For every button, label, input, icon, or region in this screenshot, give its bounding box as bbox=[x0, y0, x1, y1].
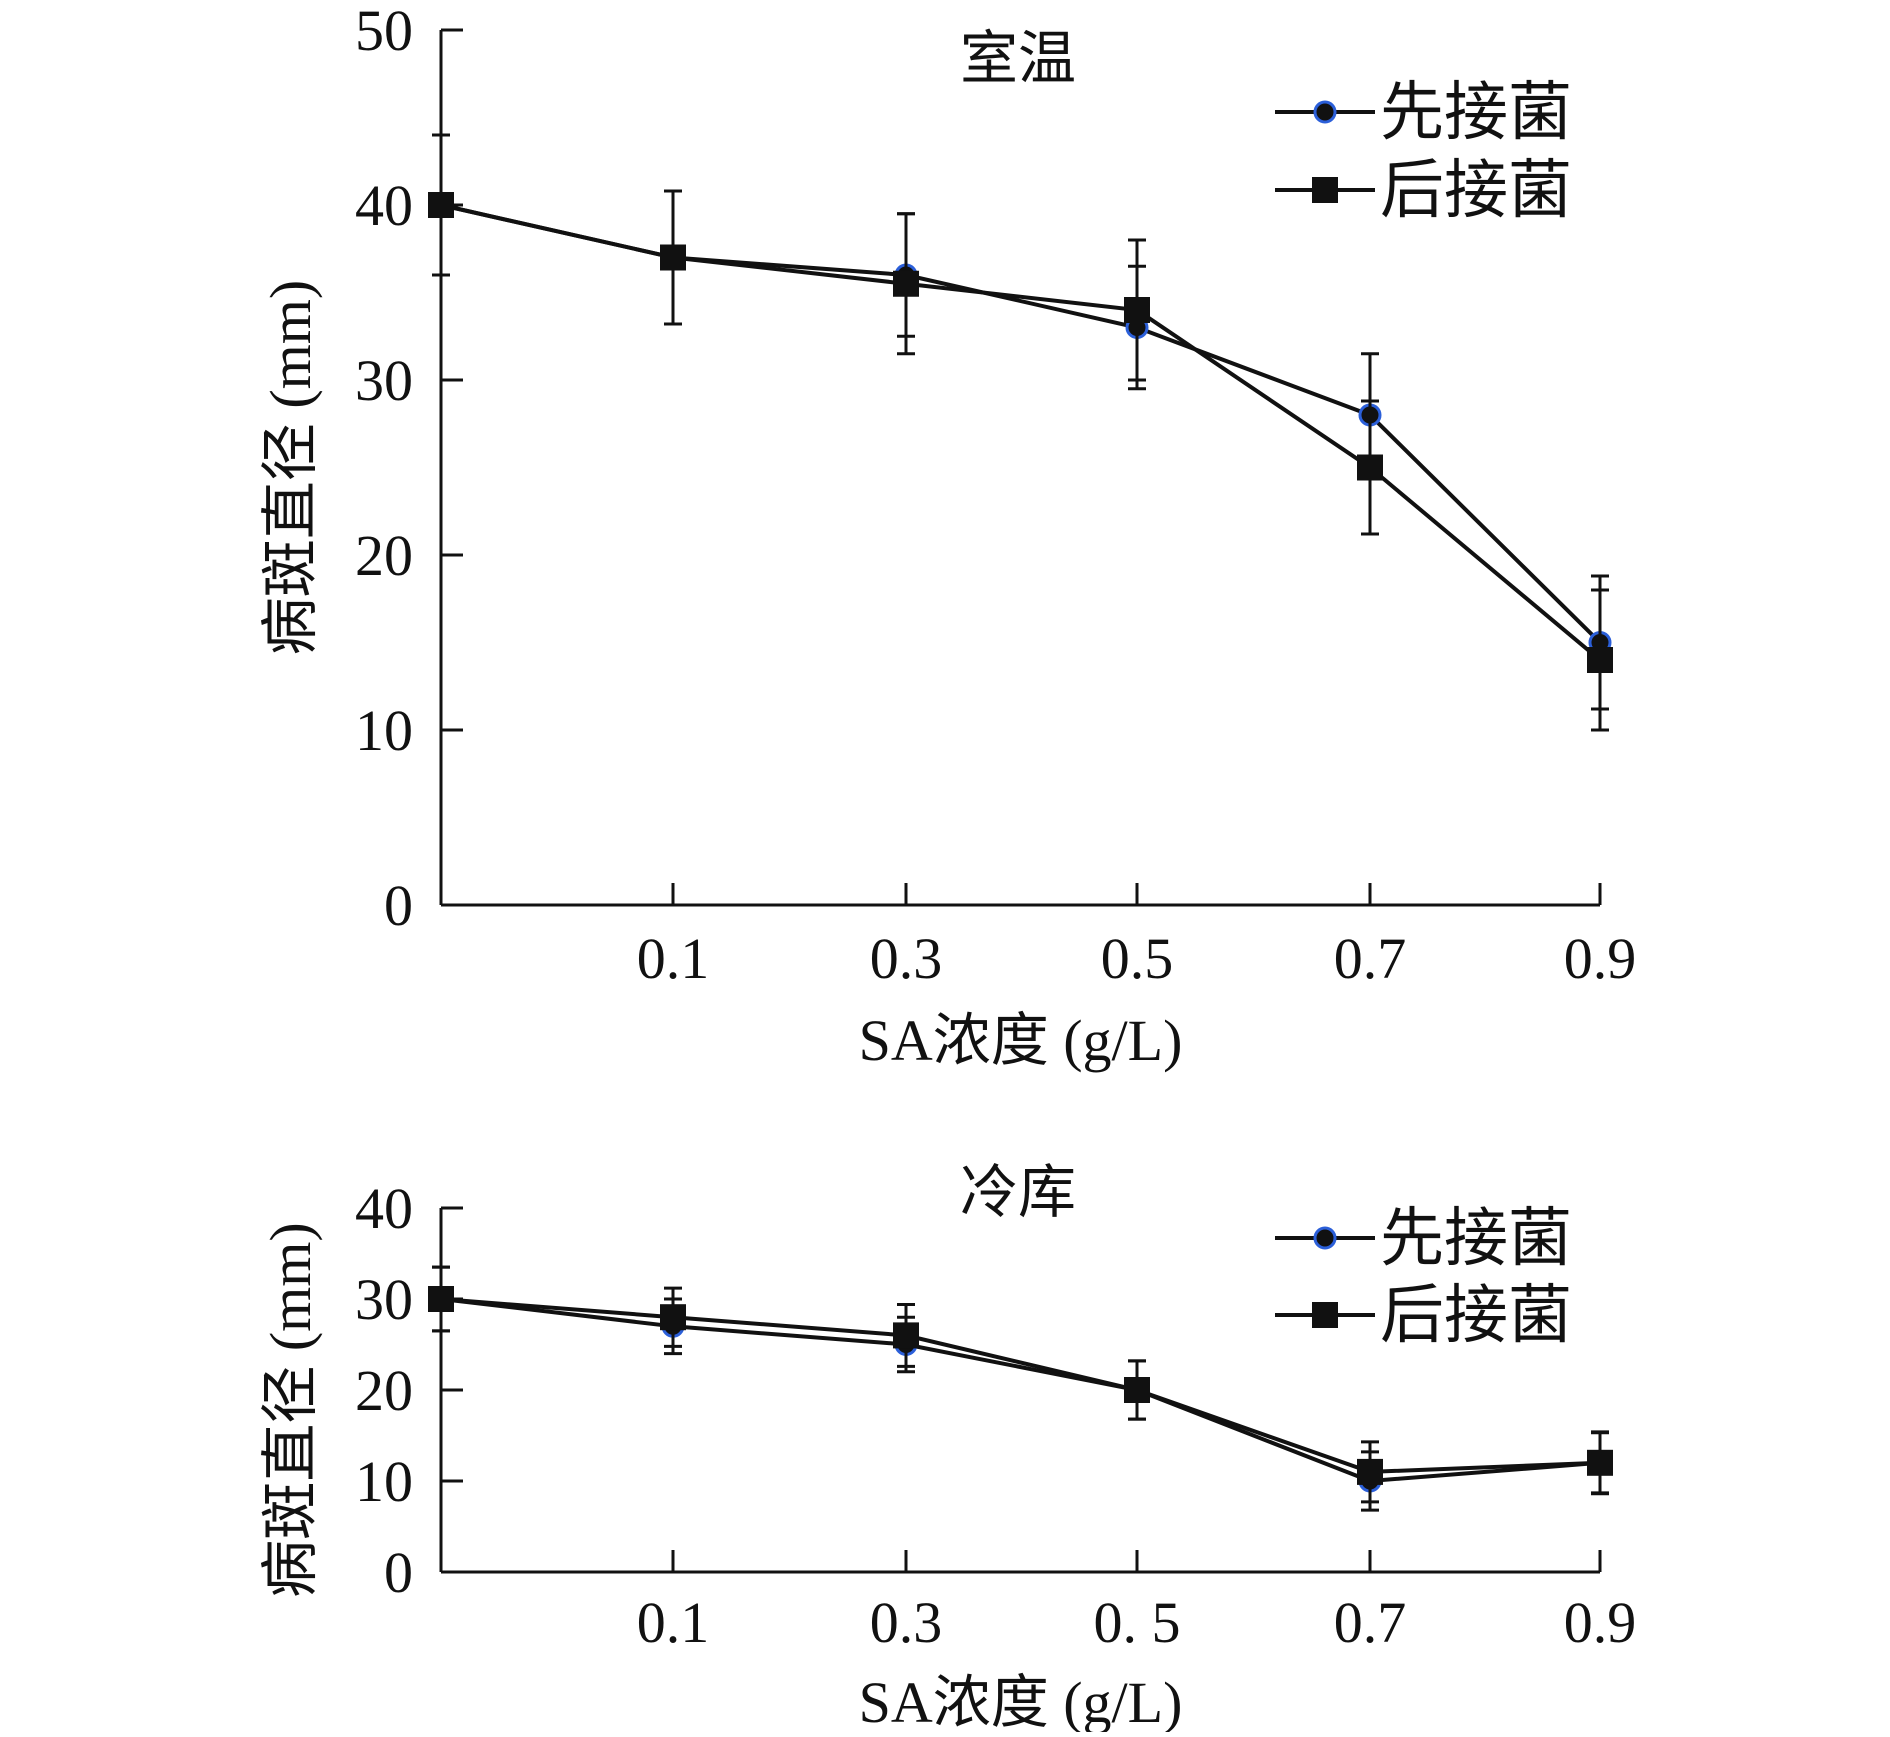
series-line bbox=[440, 1297, 1601, 1474]
series-later-inoculated bbox=[428, 1265, 1613, 1504]
data-point-square bbox=[893, 1322, 919, 1349]
x-tick-label: 0.3 bbox=[870, 1590, 943, 1655]
chart-title: 冷库 bbox=[960, 1160, 1076, 1225]
legend-item: 先接菌 bbox=[1275, 77, 1572, 148]
series-later-inoculated bbox=[428, 133, 1613, 732]
data-point-square bbox=[1124, 1377, 1150, 1403]
chart-title: 室温 bbox=[960, 26, 1076, 91]
legend-item: 先接菌 bbox=[1275, 1203, 1572, 1274]
legend-item: 后接菌 bbox=[1275, 1280, 1572, 1351]
legend-label: 后接菌 bbox=[1380, 1280, 1572, 1351]
data-point-square bbox=[1357, 454, 1383, 481]
x-axis-label: SA浓度 (g/L) bbox=[859, 1670, 1183, 1732]
data-point-square bbox=[660, 1304, 686, 1331]
data-point-square bbox=[428, 1286, 454, 1312]
legend-label: 先接菌 bbox=[1380, 77, 1572, 148]
y-tick-label: 40 bbox=[355, 1176, 413, 1241]
data-point-square bbox=[1124, 297, 1150, 323]
chart-panel-1: 0 10 20 30 40 50 0.1 0.3 0.5 0.7 0.9 室温 SA浓度 (g/L) 病斑… bbox=[258, 0, 1636, 1073]
legend-label: 后接菌 bbox=[1380, 155, 1572, 226]
y-tick-label: 20 bbox=[355, 523, 413, 588]
y-tick-label: 50 bbox=[355, 0, 413, 63]
series-line bbox=[440, 203, 1602, 662]
y-tick-label: 30 bbox=[355, 348, 413, 413]
legend-label: 先接菌 bbox=[1380, 1203, 1572, 1274]
x-tick-label: 0.1 bbox=[637, 926, 710, 991]
x-tick-label: 0.7 bbox=[1334, 1590, 1407, 1655]
y-tick-label: 0 bbox=[384, 873, 413, 938]
y-tick-label: 30 bbox=[355, 1267, 413, 1332]
legend-marker-square bbox=[1312, 177, 1338, 203]
x-tick-label: 0.3 bbox=[870, 926, 943, 991]
y-axis-label: 病斑直径 (mm) bbox=[258, 280, 323, 655]
legend-marker-circle bbox=[1313, 100, 1337, 124]
series-line bbox=[440, 203, 1602, 644]
legend-marker-circle bbox=[1313, 1226, 1337, 1250]
chart-panel-2: 0 10 20 30 40 0.1 0.3 0. 5 0.7 0.9 冷库 SA浓度 (g/L) 病斑直… bbox=[258, 1160, 1637, 1735]
series-line bbox=[440, 1297, 1601, 1484]
data-point-square bbox=[660, 244, 686, 271]
data-point-square bbox=[1357, 1458, 1383, 1485]
x-axis-label: SA浓度 (g/L) bbox=[859, 1008, 1183, 1073]
y-tick-label: 20 bbox=[355, 1358, 413, 1423]
y-axis-label: 病斑直径 (mm) bbox=[258, 1222, 323, 1597]
legend-marker-square bbox=[1312, 1302, 1338, 1328]
data-point-square bbox=[428, 192, 454, 218]
x-tick-label: 0.5 bbox=[1101, 926, 1174, 991]
legend-item: 后接菌 bbox=[1275, 155, 1572, 226]
data-point-square bbox=[1587, 647, 1613, 673]
x-tick-label: 0.7 bbox=[1334, 926, 1407, 991]
y-tick-label: 10 bbox=[355, 1449, 413, 1514]
x-tick-label: 0.9 bbox=[1564, 1590, 1637, 1655]
y-tick-label: 40 bbox=[355, 173, 413, 238]
data-point-square bbox=[1587, 1449, 1613, 1476]
y-tick-label: 0 bbox=[384, 1540, 413, 1605]
data-point-square bbox=[893, 270, 919, 297]
x-tick-label: 0. 5 bbox=[1094, 1590, 1181, 1655]
y-tick-label: 10 bbox=[355, 698, 413, 763]
x-tick-label: 0.1 bbox=[637, 1590, 710, 1655]
x-tick-label: 0.9 bbox=[1564, 926, 1637, 991]
